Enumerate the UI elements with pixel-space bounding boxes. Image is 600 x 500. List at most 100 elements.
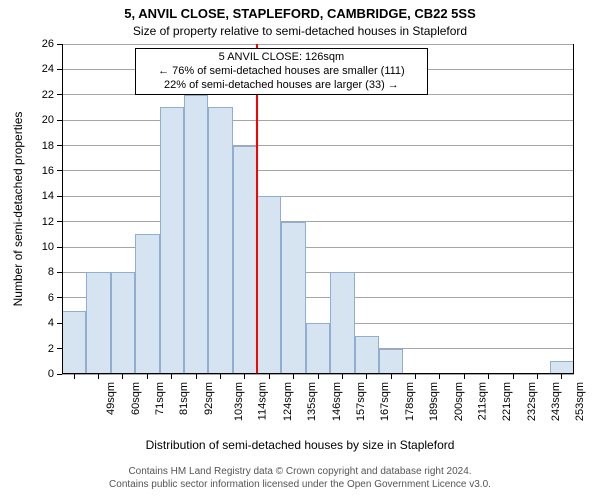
x-tick-label: 81sqm	[178, 382, 190, 415]
y-tick-label: 24	[0, 63, 54, 75]
chart-subtitle: Size of property relative to semi-detach…	[0, 24, 600, 38]
y-tick-label: 10	[0, 241, 54, 253]
x-tick-mark	[220, 374, 221, 379]
histogram-bar	[111, 272, 135, 374]
x-tick-label: 71sqm	[154, 382, 166, 415]
x-tick-label: 114sqm	[257, 382, 269, 420]
x-tick-label: 135sqm	[306, 382, 318, 421]
x-tick-mark	[318, 374, 319, 379]
footer-line-1: Contains HM Land Registry data © Crown c…	[0, 466, 600, 479]
y-tick-mark	[57, 348, 62, 349]
x-tick-label: 211sqm	[476, 382, 488, 420]
x-tick-mark	[513, 374, 514, 379]
histogram-bar	[160, 107, 184, 374]
x-tick-mark	[269, 374, 270, 379]
y-tick-mark	[57, 170, 62, 171]
x-tick-mark	[74, 374, 75, 379]
histogram-bar	[257, 196, 281, 374]
y-tick-label: 16	[0, 165, 54, 177]
x-tick-label: 221sqm	[501, 382, 513, 421]
y-tick-mark	[57, 196, 62, 197]
x-tick-mark	[415, 374, 416, 379]
gridline	[62, 170, 574, 171]
x-tick-mark	[196, 374, 197, 379]
x-tick-label: 253sqm	[575, 382, 587, 421]
x-tick-label: 124sqm	[282, 382, 294, 421]
plot-area: 5 ANVIL CLOSE: 126sqm← 76% of semi-detac…	[62, 44, 574, 374]
x-tick-mark	[537, 374, 538, 379]
histogram-bar	[135, 234, 159, 374]
histogram-bar	[184, 95, 208, 374]
x-tick-label: 232sqm	[526, 382, 538, 421]
plot-border	[62, 44, 63, 374]
gridline	[62, 145, 574, 146]
footer: Contains HM Land Registry data © Crown c…	[0, 466, 600, 491]
y-tick-mark	[57, 94, 62, 95]
x-tick-label: 146sqm	[331, 382, 343, 421]
histogram-bar	[62, 311, 86, 374]
x-tick-label: 200sqm	[453, 382, 465, 421]
callout-line: 5 ANVIL CLOSE: 126sqm	[142, 51, 421, 65]
x-tick-label: 189sqm	[428, 382, 440, 421]
x-tick-label: 178sqm	[404, 382, 416, 421]
y-tick-mark	[57, 247, 62, 248]
y-tick-mark	[57, 272, 62, 273]
x-tick-mark	[366, 374, 367, 379]
x-tick-mark	[293, 374, 294, 379]
y-tick-label: 2	[0, 343, 54, 355]
x-tick-mark	[244, 374, 245, 379]
x-tick-mark	[122, 374, 123, 379]
y-tick-mark	[57, 145, 62, 146]
histogram-bar	[306, 323, 330, 374]
y-tick-label: 26	[0, 38, 54, 50]
x-tick-mark	[98, 374, 99, 379]
y-tick-label: 22	[0, 89, 54, 101]
x-tick-mark	[439, 374, 440, 379]
x-tick-mark	[464, 374, 465, 379]
histogram-bar	[330, 272, 354, 374]
x-tick-mark	[147, 374, 148, 379]
y-tick-mark	[57, 323, 62, 324]
gridline	[62, 221, 574, 222]
y-tick-mark	[57, 44, 62, 45]
histogram-bar	[355, 336, 379, 374]
y-tick-label: 6	[0, 292, 54, 304]
x-tick-mark	[171, 374, 172, 379]
chart-title: 5, ANVIL CLOSE, STAPLEFORD, CAMBRIDGE, C…	[0, 6, 600, 21]
y-tick-label: 18	[0, 140, 54, 152]
y-tick-label: 8	[0, 266, 54, 278]
y-tick-label: 12	[0, 216, 54, 228]
histogram-bar	[379, 349, 403, 374]
x-tick-mark	[391, 374, 392, 379]
x-tick-mark	[488, 374, 489, 379]
x-tick-label: 103sqm	[233, 382, 245, 421]
plot-border	[573, 44, 574, 374]
histogram-bar	[86, 272, 110, 374]
y-tick-label: 20	[0, 114, 54, 126]
figure: 5, ANVIL CLOSE, STAPLEFORD, CAMBRIDGE, C…	[0, 0, 600, 500]
y-tick-label: 14	[0, 190, 54, 202]
histogram-bar	[233, 146, 257, 374]
histogram-bar	[208, 107, 232, 374]
gridline	[62, 44, 574, 45]
y-tick-label: 4	[0, 317, 54, 329]
footer-line-2: Contains public sector information licen…	[0, 479, 600, 492]
callout-line: 22% of semi-detached houses are larger (…	[142, 79, 421, 93]
y-tick-label: 0	[0, 368, 54, 380]
x-axis-title: Distribution of semi-detached houses by …	[0, 438, 600, 452]
y-tick-mark	[57, 297, 62, 298]
x-tick-label: 167sqm	[380, 382, 392, 421]
gridline	[62, 196, 574, 197]
callout-line: ← 76% of semi-detached houses are smalle…	[142, 65, 421, 79]
callout-box: 5 ANVIL CLOSE: 126sqm← 76% of semi-detac…	[135, 48, 428, 95]
y-tick-mark	[57, 221, 62, 222]
x-tick-label: 49sqm	[105, 382, 117, 415]
x-tick-label: 243sqm	[550, 382, 562, 421]
histogram-bar	[281, 222, 305, 374]
gridline	[62, 120, 574, 121]
y-tick-mark	[57, 374, 62, 375]
x-tick-label: 92sqm	[203, 382, 215, 415]
x-tick-label: 60sqm	[130, 382, 142, 415]
y-tick-mark	[57, 69, 62, 70]
x-tick-label: 157sqm	[355, 382, 367, 421]
